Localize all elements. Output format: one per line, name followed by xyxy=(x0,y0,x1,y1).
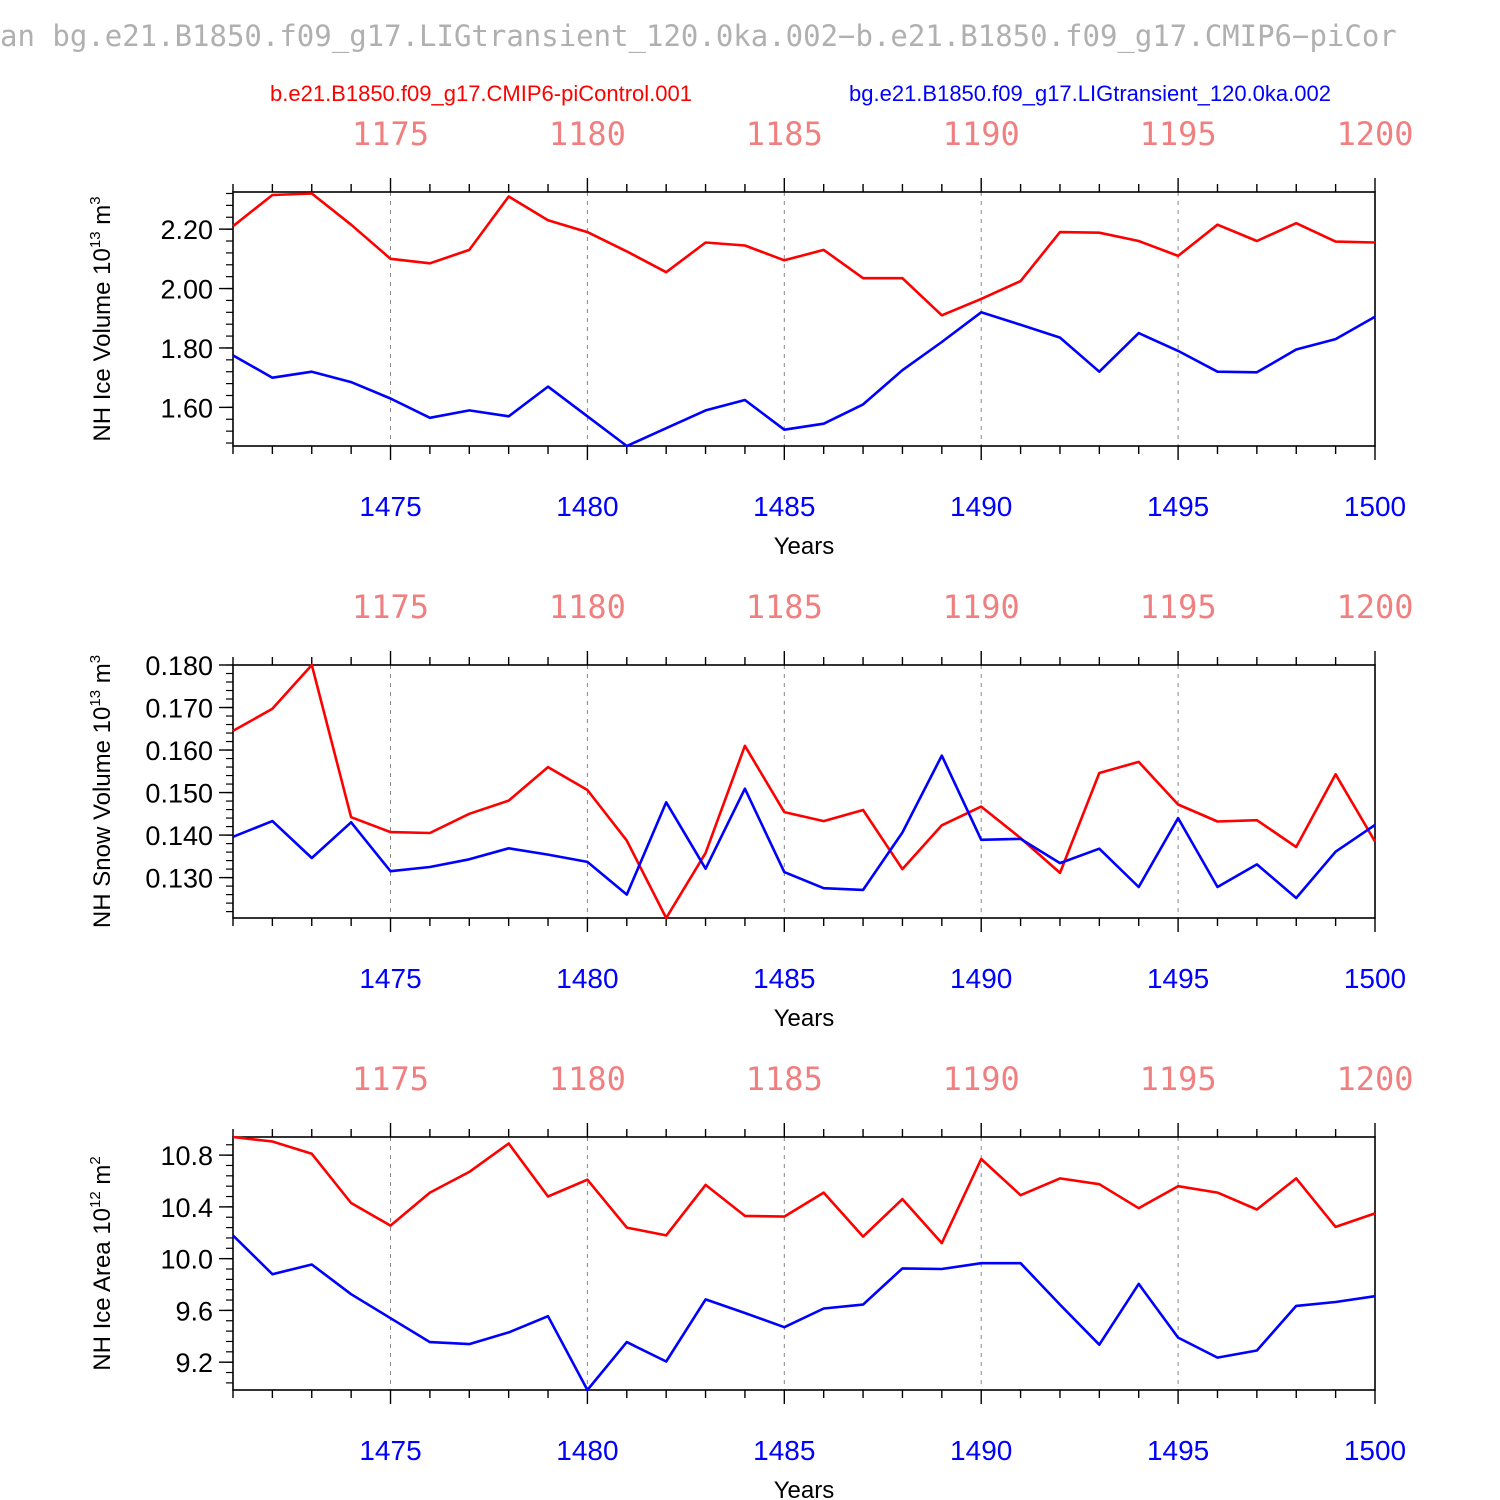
x-tick-label-top: 1200 xyxy=(1336,1060,1413,1098)
x-tick-label-bottom: 1500 xyxy=(1344,491,1406,522)
x-tick-label-bottom: 1495 xyxy=(1147,1435,1209,1466)
x-axis-label: Years xyxy=(774,1005,835,1032)
x-tick-label-bottom: 1475 xyxy=(359,1435,421,1466)
x-tick-label-bottom: 1500 xyxy=(1344,963,1406,994)
y-tick-label: 1.80 xyxy=(160,334,213,364)
x-tick-label-bottom: 1500 xyxy=(1344,1435,1406,1466)
series-line-lig xyxy=(232,310,1376,448)
series-line-lig xyxy=(232,754,1376,900)
x-tick-label-top: 1190 xyxy=(943,1060,1020,1098)
x-tick-label-bottom: 1480 xyxy=(556,491,618,522)
y-tick-label: 0.180 xyxy=(145,651,213,681)
x-tick-label-top: 1175 xyxy=(352,1060,429,1098)
x-tick-label-top: 1185 xyxy=(746,1060,823,1098)
series-line-control xyxy=(232,1135,1376,1245)
x-tick-label-top: 1180 xyxy=(549,588,626,626)
y-tick-label: 9.6 xyxy=(175,1296,213,1326)
y-tick-label: 0.130 xyxy=(145,864,213,894)
x-tick-label-top: 1195 xyxy=(1140,1060,1217,1098)
x-axis-label: Years xyxy=(774,1477,835,1500)
series-line-control xyxy=(232,192,1376,317)
x-axis-label: Years xyxy=(774,533,835,560)
y-tick-label: 9.2 xyxy=(175,1348,213,1378)
x-tick-label-bottom: 1490 xyxy=(950,1435,1012,1466)
chart-panel-2: 0.130 0.140 0.150 0.160 0.170 0.180 1475 1480 14… xyxy=(87,588,1414,1032)
x-tick-label-top: 1175 xyxy=(352,588,429,626)
y-tick-label: 10.8 xyxy=(160,1141,213,1171)
x-tick-label-top: 1185 xyxy=(746,588,823,626)
y-axis-label: NH Ice Volume 1013 m3 xyxy=(87,196,116,441)
chart-panel-1: 1.60 1.80 2.00 2.20 1475 1480 1485 1490 1495 1500… xyxy=(87,115,1414,560)
x-tick-label-bottom: 1490 xyxy=(950,963,1012,994)
plot-frame xyxy=(232,664,1376,919)
x-tick-label-bottom: 1495 xyxy=(1147,963,1209,994)
x-tick-label-top: 1180 xyxy=(549,115,626,153)
x-tick-label-bottom: 1485 xyxy=(753,963,815,994)
x-tick-label-bottom: 1475 xyxy=(359,963,421,994)
y-tick-label: 0.140 xyxy=(145,821,213,851)
x-tick-label-bottom: 1485 xyxy=(753,1435,815,1466)
x-tick-label-top: 1185 xyxy=(746,115,823,153)
x-tick-label-bottom: 1495 xyxy=(1147,491,1209,522)
x-tick-label-top: 1195 xyxy=(1140,588,1217,626)
y-tick-label: 10.4 xyxy=(160,1193,213,1223)
series-line-control xyxy=(232,663,1377,920)
chart-panel-3: 9.2 9.6 10.0 10.4 10.8 1475 1480 1485 1490 1495 15… xyxy=(87,1060,1414,1500)
y-tick-label: 0.150 xyxy=(145,779,213,809)
x-tick-label-bottom: 1475 xyxy=(359,491,421,522)
y-tick-label: 2.20 xyxy=(160,215,213,245)
x-tick-label-bottom: 1485 xyxy=(753,491,815,522)
panels-group: 1.60 1.80 2.00 2.20 1475 1480 1485 1490 1495 1500… xyxy=(87,115,1414,1500)
y-axis-label: NH Snow Volume 1013 m3 xyxy=(87,655,116,928)
x-tick-label-top: 1190 xyxy=(943,115,1020,153)
y-tick-label: 1.60 xyxy=(160,393,213,423)
plot-frame xyxy=(232,191,1376,447)
x-tick-label-bottom: 1490 xyxy=(950,491,1012,522)
figure-title: an bg.e21.B1850.f09_g17.LIGtransient_120… xyxy=(0,19,1397,54)
y-tick-label: 10.0 xyxy=(160,1245,213,1275)
series-line-lig xyxy=(232,1234,1376,1392)
y-tick-label: 2.00 xyxy=(160,275,213,305)
x-tick-label-bottom: 1480 xyxy=(556,963,618,994)
y-tick-label: 0.160 xyxy=(145,736,213,766)
y-axis-label: NH Ice Area 1012 m2 xyxy=(87,1156,116,1370)
x-tick-label-top: 1190 xyxy=(943,588,1020,626)
y-tick-label: 0.170 xyxy=(145,694,213,724)
x-tick-label-top: 1200 xyxy=(1336,588,1413,626)
x-tick-label-top: 1195 xyxy=(1140,115,1217,153)
x-tick-label-bottom: 1480 xyxy=(556,1435,618,1466)
legend-entry-lig: bg.e21.B1850.f09_g17.LIGtransient_120.0k… xyxy=(849,81,1331,106)
x-tick-label-top: 1200 xyxy=(1336,115,1413,153)
x-tick-label-top: 1175 xyxy=(352,115,429,153)
x-tick-label-top: 1180 xyxy=(549,1060,626,1098)
plot-frame xyxy=(232,1136,1376,1391)
legend-entry-control: b.e21.B1850.f09_g17.CMIP6-piControl.001 xyxy=(270,81,692,106)
